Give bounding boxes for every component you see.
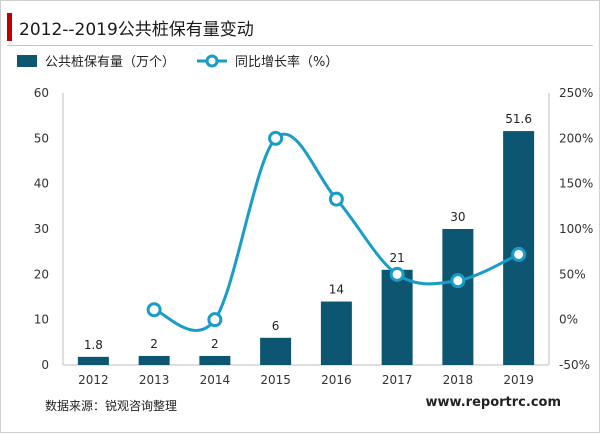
growth-rate-point	[328, 191, 344, 207]
bar	[381, 269, 413, 365]
bar	[77, 356, 109, 365]
left-tick-label: 50	[34, 131, 49, 145]
left-tick-label: 20	[34, 267, 49, 281]
legend-line-marker	[205, 54, 219, 68]
growth-rate-point	[146, 302, 162, 318]
left-tick-label: 60	[34, 86, 49, 100]
bar-value-label: 6	[272, 319, 280, 333]
growth-rate-point	[207, 312, 223, 328]
x-tick-label: 2013	[139, 373, 170, 387]
chart-title: 2012--2019公共桩保有量变动	[19, 20, 254, 40]
left-tick-label: 10	[34, 313, 49, 327]
right-tick-label: 0%	[559, 313, 578, 327]
right-tick-label: 50%	[559, 267, 586, 281]
legend-line-label: 同比增长率（%）	[235, 54, 338, 70]
x-tick-label: 2015	[260, 373, 291, 387]
right-tick-label: 150%	[559, 177, 593, 191]
left-tick-label: 0	[41, 358, 49, 372]
legend-bar-swatch	[17, 55, 37, 67]
bar-value-label: 14	[329, 283, 344, 297]
right-tick-label: 100%	[559, 222, 593, 236]
bar	[199, 355, 231, 365]
growth-rate-point	[389, 266, 405, 282]
bar-value-label: 1.8	[84, 338, 103, 352]
growth-rate-point	[450, 273, 466, 289]
left-tick-label: 40	[34, 177, 49, 191]
legend-bar-label: 公共桩保有量（万个）	[45, 55, 175, 70]
bar-value-label: 2	[211, 337, 219, 351]
right-tick-label: -50%	[559, 358, 590, 372]
bar	[442, 229, 474, 365]
x-tick-label: 2019	[503, 373, 534, 387]
right-tick-label: 200%	[559, 131, 593, 145]
x-tick-label: 2012	[78, 373, 109, 387]
growth-rate-point	[511, 246, 527, 262]
bar	[138, 355, 170, 365]
bar-value-label: 30	[450, 210, 465, 224]
bar-value-label: 21	[389, 251, 404, 265]
bar-value-label: 2	[150, 337, 158, 351]
title-accent-bar	[7, 13, 12, 41]
growth-rate-point	[268, 130, 284, 146]
bar-value-label: 51.6	[505, 112, 532, 126]
x-tick-label: 2014	[200, 373, 231, 387]
right-tick-label: 250%	[559, 86, 593, 100]
source-note: 数据来源：锐观咨询整理	[45, 399, 178, 413]
title-divider	[7, 45, 593, 46]
bar	[320, 301, 352, 365]
bar	[260, 337, 292, 365]
x-tick-label: 2016	[321, 373, 352, 387]
left-tick-label: 30	[34, 222, 49, 236]
x-tick-label: 2018	[443, 373, 474, 387]
website-label: www.reportrc.com	[425, 395, 561, 410]
x-tick-label: 2017	[382, 373, 413, 387]
